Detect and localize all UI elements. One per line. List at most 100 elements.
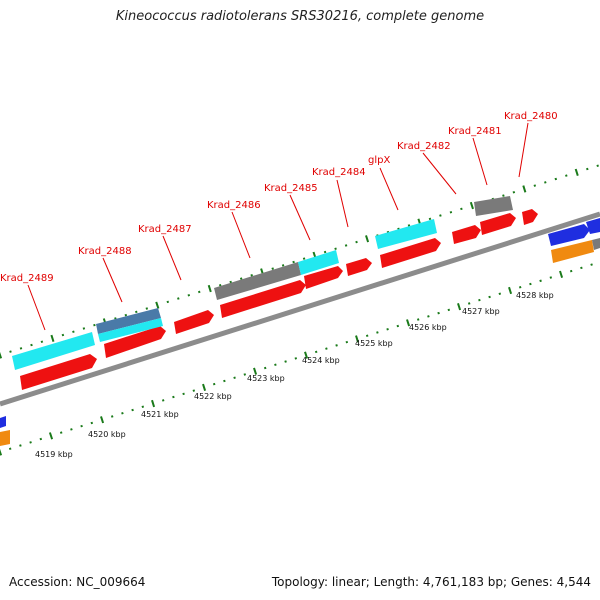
tick-mark bbox=[335, 344, 338, 347]
gene-krad2480-red[interactable] bbox=[522, 209, 538, 225]
tick-mark bbox=[72, 330, 75, 334]
tick-mark bbox=[19, 347, 23, 350]
genome-summary-text: Topology: linear; Length: 4,761,183 bp; … bbox=[271, 575, 591, 589]
tick-mark bbox=[166, 300, 170, 304]
tick-mark bbox=[323, 250, 327, 254]
gene-label[interactable]: Krad_2486 bbox=[207, 200, 261, 211]
gene-krad2481-red[interactable] bbox=[480, 213, 516, 235]
tick-mark bbox=[460, 207, 463, 211]
gene-blue-right-2[interactable] bbox=[586, 218, 600, 234]
tick-mark bbox=[70, 428, 73, 431]
tick-mark bbox=[457, 303, 462, 311]
tick-mark bbox=[325, 347, 328, 350]
scale-label: 4525 kbp bbox=[355, 339, 393, 348]
tick-mark bbox=[344, 244, 348, 247]
tick-mark bbox=[533, 184, 537, 187]
tick-mark bbox=[29, 441, 32, 444]
gene-glpx-cyan[interactable] bbox=[375, 219, 437, 249]
gene-label[interactable]: Krad_2480 bbox=[504, 111, 558, 122]
tick-mark bbox=[522, 185, 527, 193]
tick-mark bbox=[554, 177, 558, 181]
tick-mark bbox=[437, 311, 440, 315]
tick-mark bbox=[447, 308, 451, 312]
gene-krad2489-cyan[interactable] bbox=[12, 332, 95, 370]
tick-mark bbox=[449, 210, 453, 214]
tick-mark bbox=[82, 327, 86, 330]
gene-gray-right[interactable] bbox=[592, 238, 600, 250]
tick-mark bbox=[172, 395, 175, 399]
tick-mark bbox=[574, 168, 579, 176]
tick-mark bbox=[302, 257, 306, 260]
gene-glpx-red[interactable] bbox=[380, 238, 441, 268]
tick-mark bbox=[345, 340, 349, 344]
tick-mark bbox=[243, 373, 247, 376]
tick-mark bbox=[314, 350, 318, 354]
gene-krad2487-red[interactable] bbox=[174, 310, 214, 334]
tick-mark bbox=[161, 399, 165, 402]
gene-krad2489-red[interactable] bbox=[20, 354, 97, 390]
label-callouts bbox=[27, 122, 529, 331]
tick-mark bbox=[467, 302, 471, 305]
gene-orange-left[interactable] bbox=[0, 430, 10, 446]
tick-mark bbox=[586, 167, 589, 171]
tick-mark bbox=[145, 307, 149, 310]
tick-mark bbox=[407, 224, 411, 227]
tick-mark bbox=[488, 295, 491, 299]
tick-mark bbox=[580, 266, 583, 270]
tick-mark bbox=[155, 301, 160, 309]
tick-mark bbox=[39, 437, 43, 441]
gene-krad2481-gray[interactable] bbox=[474, 196, 513, 216]
gene-blue-right-1[interactable] bbox=[548, 224, 590, 246]
gene-krad2488-cyan[interactable] bbox=[98, 318, 163, 342]
genome-track bbox=[0, 211, 600, 407]
tick-mark bbox=[239, 277, 243, 280]
tick-mark bbox=[141, 405, 145, 409]
tick-mark bbox=[539, 279, 542, 283]
gene-krad2488-red[interactable] bbox=[104, 326, 166, 358]
tick-mark bbox=[544, 181, 547, 184]
gene-label[interactable]: Krad_2485 bbox=[264, 183, 318, 194]
scale-label: 4523 kbp bbox=[247, 374, 285, 383]
gene-label[interactable]: Krad_2489 bbox=[0, 273, 54, 284]
scale-label: 4528 kbp bbox=[516, 291, 554, 300]
tick-mark bbox=[469, 201, 474, 210]
tick-mark bbox=[40, 340, 44, 344]
tick-mark bbox=[518, 285, 522, 289]
gene-krad2485-red[interactable] bbox=[304, 266, 343, 289]
gene-krad2486-gray[interactable] bbox=[214, 262, 301, 300]
gene-label[interactable]: Krad_2481 bbox=[448, 126, 502, 137]
tick-mark bbox=[365, 334, 369, 338]
gene-label[interactable]: glpX bbox=[368, 155, 390, 166]
scale-label: 4520 kbp bbox=[88, 430, 126, 439]
tick-mark bbox=[121, 411, 124, 415]
tick-mark bbox=[569, 269, 573, 273]
gene-label[interactable]: Krad_2488 bbox=[78, 246, 132, 257]
tick-mark bbox=[48, 432, 54, 440]
gene-labels: Krad_2489 Krad_2488 Krad_2487 Krad_2486 … bbox=[0, 111, 558, 284]
gene-label[interactable]: Krad_2482 bbox=[397, 141, 451, 152]
gene-label[interactable]: Krad_2484 bbox=[312, 167, 366, 178]
gene-krad2484-red[interactable] bbox=[346, 258, 372, 276]
tick-mark bbox=[549, 276, 553, 279]
gene-krad2482-red[interactable] bbox=[452, 225, 481, 244]
tick-mark bbox=[498, 292, 502, 296]
gene-krad2486-red[interactable] bbox=[220, 280, 306, 318]
scale-label: 4521 kbp bbox=[141, 410, 179, 419]
tick-mark bbox=[250, 274, 253, 277]
tick-mark bbox=[396, 324, 400, 328]
gene-orange-right[interactable] bbox=[551, 240, 594, 263]
gene-label[interactable]: Krad_2487 bbox=[138, 224, 192, 235]
tick-mark bbox=[135, 310, 138, 314]
features bbox=[0, 196, 600, 446]
tick-mark bbox=[253, 367, 258, 375]
gene-krad2485-cyan[interactable] bbox=[298, 250, 339, 275]
tick-mark bbox=[151, 399, 156, 408]
gene-krad2488-steel[interactable] bbox=[96, 308, 161, 334]
tick-mark bbox=[197, 290, 201, 294]
tick-mark bbox=[284, 360, 287, 363]
tick-mark bbox=[50, 334, 55, 343]
tick-mark bbox=[9, 350, 12, 353]
tick-mark bbox=[110, 415, 114, 418]
tick-mark bbox=[182, 392, 185, 396]
gene-blue-left[interactable] bbox=[0, 416, 6, 428]
